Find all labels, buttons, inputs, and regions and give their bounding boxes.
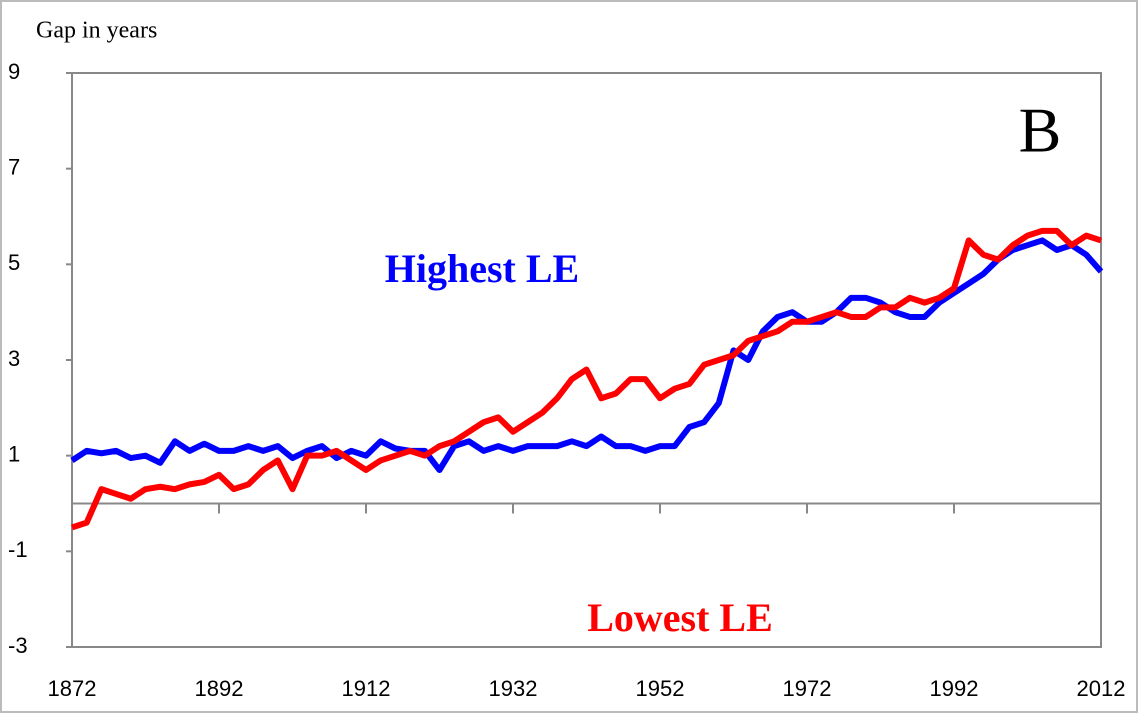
y-tick-label: 9 [8, 59, 20, 84]
y-tick-label: 5 [8, 250, 20, 275]
series-line [70, 237, 1104, 474]
series-label: Lowest LE [587, 595, 773, 640]
x-tick-label: 1992 [930, 676, 979, 701]
y-tick-label: 1 [8, 441, 20, 466]
y-tick-label: -3 [8, 633, 28, 658]
x-tick-label: 2012 [1077, 676, 1126, 701]
series-line [71, 227, 1102, 531]
y-tick-label: -1 [8, 537, 28, 562]
x-tick-label: 1972 [783, 676, 832, 701]
panel-letter: B [1019, 95, 1062, 166]
x-tick-label: 1952 [636, 676, 685, 701]
y-tick-label: 7 [8, 154, 20, 179]
series-label: Highest LE [385, 246, 579, 291]
x-tick-label: 1872 [48, 676, 97, 701]
x-tick-label: 1892 [195, 676, 244, 701]
x-tick-label: 1932 [489, 676, 538, 701]
y-tick-label: 3 [8, 346, 20, 371]
y-axis-label: Gap in years [36, 18, 157, 44]
plot-area [71, 72, 1102, 648]
x-tick-label: 1912 [342, 676, 391, 701]
